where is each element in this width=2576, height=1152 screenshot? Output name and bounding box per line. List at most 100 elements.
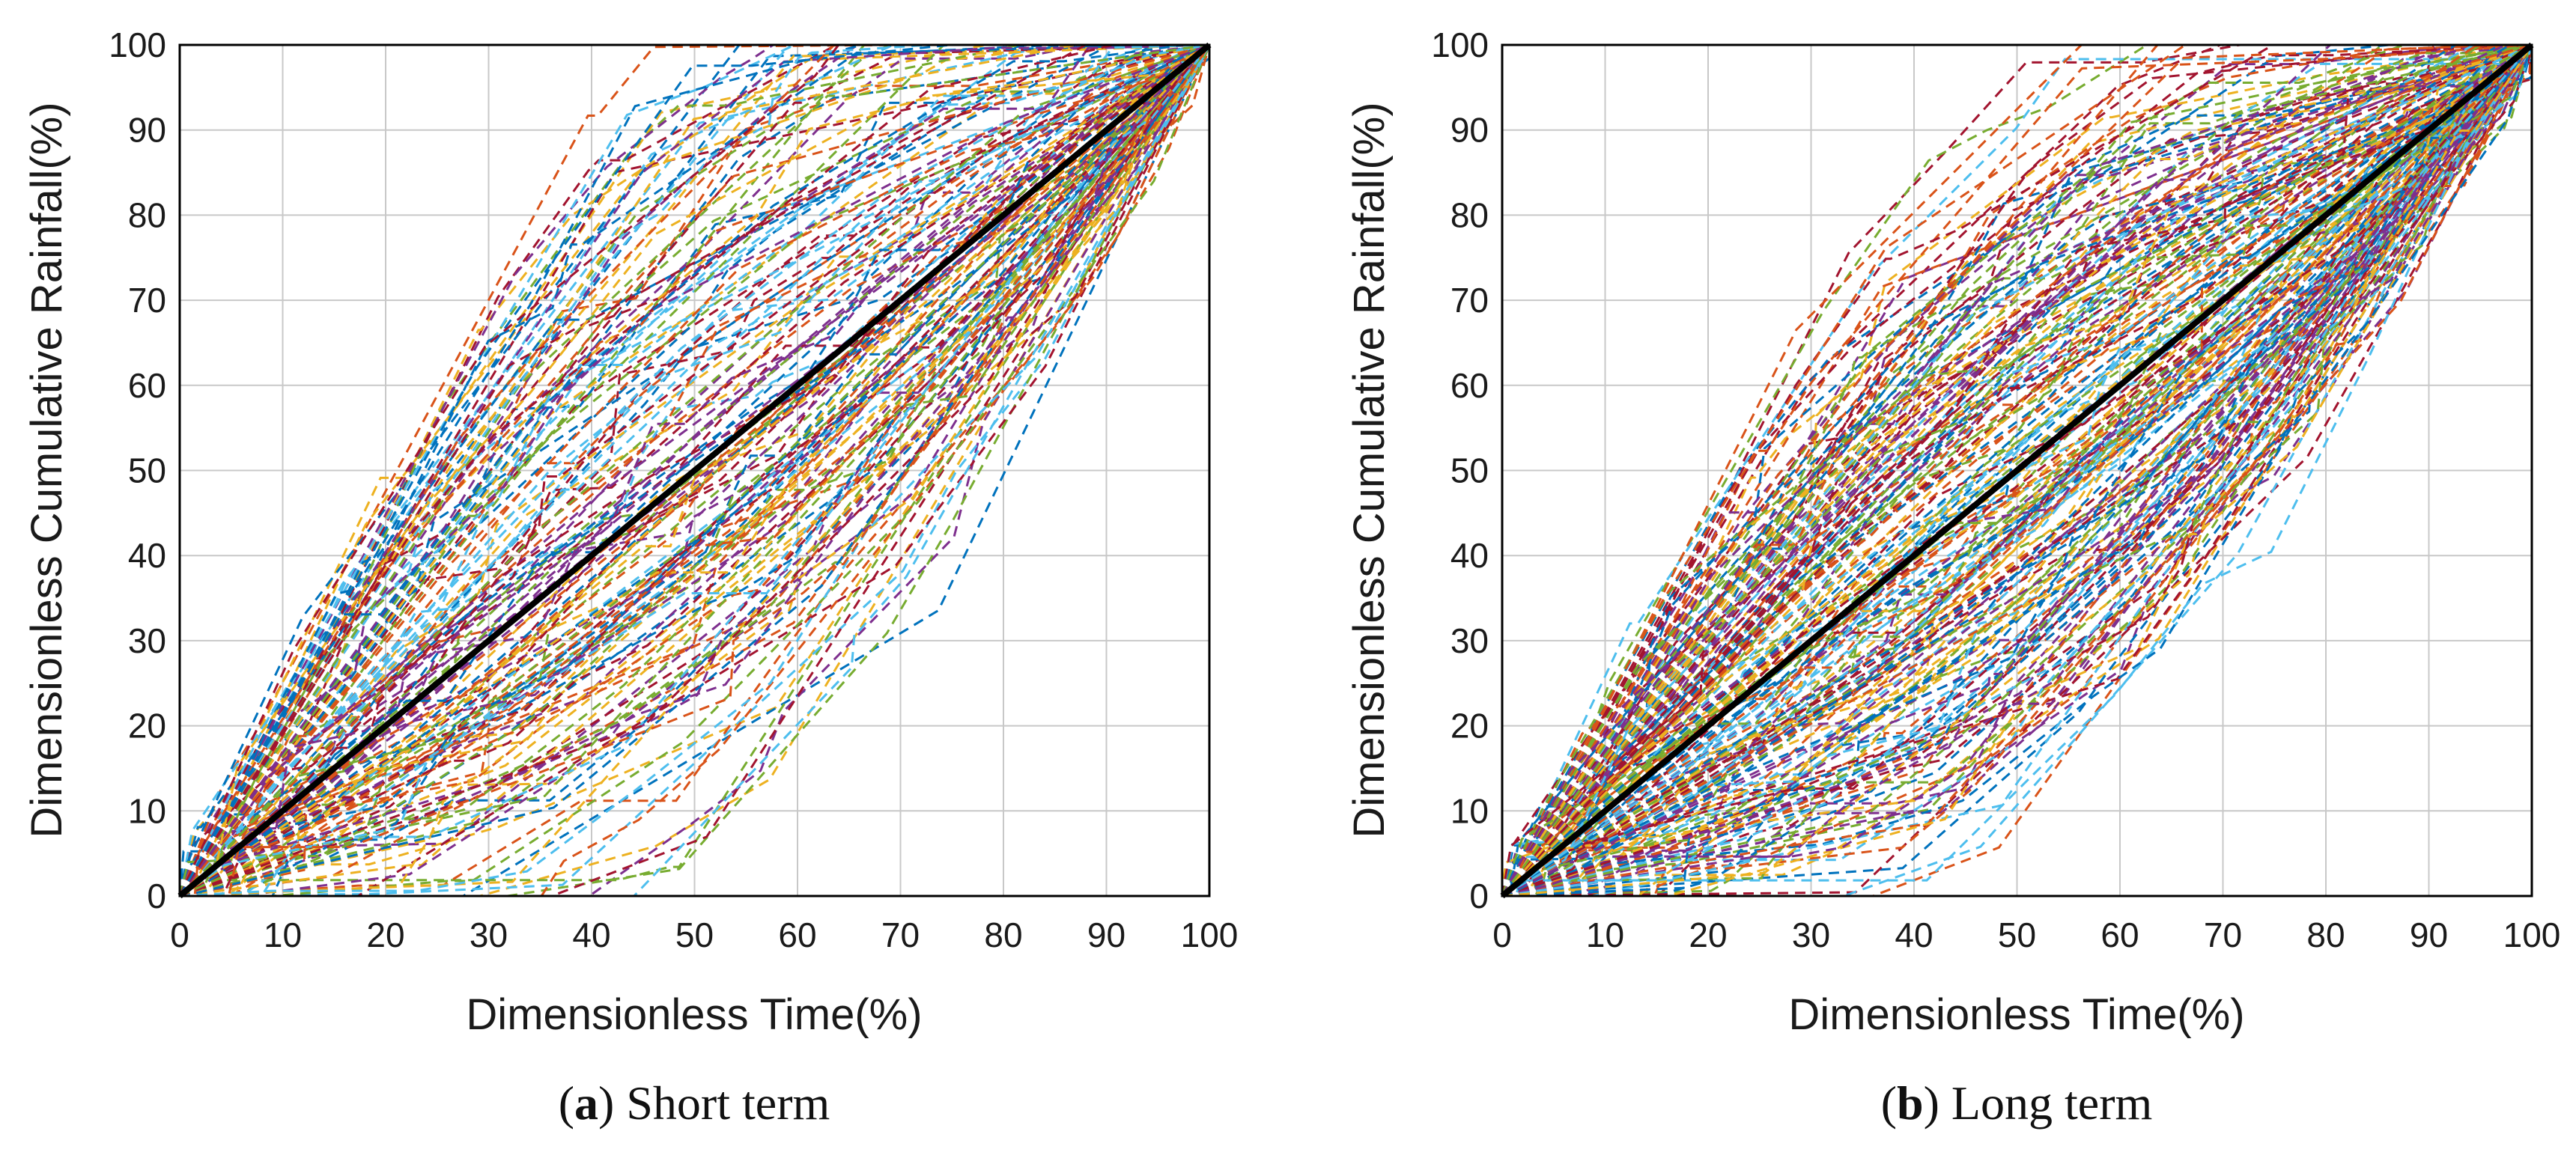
rainfall-curve <box>180 45 1209 896</box>
rainfall-curve <box>1502 45 2532 896</box>
rainfall-curve <box>1502 45 2532 896</box>
rainfall-curve <box>1502 45 2532 896</box>
rainfall-curve <box>1502 45 2532 896</box>
rainfall-curve <box>1502 45 2532 896</box>
rainfall-curve <box>1502 45 2532 896</box>
rainfall-curve <box>1502 45 2532 896</box>
y-tick-label: 20 <box>128 707 166 746</box>
rainfall-curve <box>1502 45 2532 896</box>
rainfall-curve <box>180 45 1209 896</box>
rainfall-curve <box>1502 45 2532 896</box>
y-tick-label: 70 <box>128 281 166 320</box>
y-tick-label: 80 <box>128 195 166 234</box>
caption-b: (b) Long term <box>1881 1076 2153 1130</box>
rainfall-curve <box>1502 45 2532 896</box>
rainfall-curve <box>1502 45 2532 896</box>
rainfall-curve <box>1502 45 2532 896</box>
y-tick-label: 20 <box>1450 707 1489 746</box>
x-tick-label: 100 <box>2503 915 2561 954</box>
rainfall-curve <box>180 45 1209 896</box>
rainfall-curve <box>180 45 1209 896</box>
rainfall-curve <box>1502 45 2532 896</box>
rainfall-curve <box>180 45 1209 896</box>
x-tick-label: 30 <box>1792 915 1830 954</box>
rainfall-curve <box>1502 45 2532 896</box>
y-axis-label-b: Dimensionless Cumulative Rainfall(%) <box>1345 102 1394 838</box>
rainfall-curve <box>1502 45 2532 896</box>
rainfall-curve <box>180 45 1209 896</box>
rainfall-curve <box>180 45 1209 896</box>
rainfall-curve <box>180 45 1209 896</box>
rainfall-curve <box>1502 45 2532 896</box>
rainfall-curve <box>1502 45 2532 896</box>
y-tick-label: 100 <box>1431 25 1489 64</box>
rainfall-curve <box>1502 45 2532 896</box>
rainfall-curve <box>1502 45 2532 896</box>
rainfall-curve <box>180 45 1209 896</box>
rainfall-curve <box>1502 45 2532 896</box>
rainfall-curve <box>1502 45 2532 896</box>
rainfall-curve <box>1502 45 2532 896</box>
rainfall-curve <box>1502 45 2532 896</box>
rainfall-curve <box>180 45 1209 896</box>
y-tick-label: 60 <box>128 366 166 405</box>
rainfall-curve <box>1502 45 2532 896</box>
y-axis-label-a: Dimensionless Cumulative Rainfall(%) <box>22 102 71 838</box>
rainfall-curve <box>1502 45 2532 896</box>
rainfall-curve <box>180 45 1209 896</box>
rainfall-curve <box>1502 45 2532 896</box>
x-tick-label: 20 <box>366 915 404 954</box>
rainfall-curve <box>1502 45 2532 896</box>
caption-text-a: Short term <box>626 1076 830 1130</box>
rainfall-curve <box>1502 45 2532 896</box>
rainfall-curve <box>180 45 1209 896</box>
rainfall-curve <box>180 45 1209 896</box>
rainfall-curve <box>1502 45 2532 896</box>
rainfall-curve <box>180 45 1209 896</box>
rainfall-curve <box>1502 45 2532 896</box>
y-tick-label: 50 <box>128 451 166 490</box>
rainfall-curve <box>1502 45 2532 896</box>
rainfall-curve <box>180 45 1209 896</box>
reference-line-a <box>177 42 1212 899</box>
rainfall-curve <box>180 45 1209 896</box>
rainfall-curve <box>180 45 1209 896</box>
rainfall-curve <box>1502 45 2532 896</box>
rainfall-curve <box>180 45 1209 896</box>
y-tick-label: 70 <box>1450 281 1489 320</box>
rainfall-curve <box>180 45 1209 896</box>
x-tick-label: 90 <box>1087 915 1126 954</box>
rainfall-curve <box>180 45 1209 896</box>
rainfall-curve <box>1502 45 2532 896</box>
rainfall-curve <box>1502 45 2532 896</box>
rainfall-curve <box>180 45 1209 896</box>
rainfall-curve <box>1502 45 2532 896</box>
x-tick-label: 40 <box>572 915 610 954</box>
x-tick-label: 0 <box>1492 915 1512 954</box>
x-tick-label: 10 <box>1586 915 1624 954</box>
rainfall-curve <box>180 45 1209 896</box>
rainfall-curve <box>1502 45 2532 896</box>
curves-a <box>180 45 1209 896</box>
x-axis-label-b: Dimensionless Time(%) <box>1788 990 2244 1039</box>
rainfall-curve <box>180 45 1209 896</box>
rainfall-curve <box>180 45 1209 896</box>
rainfall-curve <box>1502 45 2532 896</box>
rainfall-curve <box>180 45 1209 896</box>
rainfall-curve <box>180 45 1209 896</box>
rainfall-curve <box>1502 45 2532 896</box>
y-tick-label: 0 <box>147 877 166 915</box>
rainfall-curve <box>180 45 1209 896</box>
rainfall-curve <box>1502 45 2532 896</box>
rainfall-curve <box>1502 45 2532 896</box>
rainfall-curve <box>180 45 1209 896</box>
rainfall-curve <box>1502 45 2532 896</box>
y-tick-label: 50 <box>1450 451 1489 490</box>
rainfall-curve <box>1502 45 2532 896</box>
rainfall-curve <box>1502 45 2532 896</box>
rainfall-curve <box>180 45 1209 896</box>
rainfall-curve <box>180 45 1209 896</box>
rainfall-curve <box>180 45 1209 896</box>
rainfall-curve <box>180 45 1209 896</box>
x-tick-label: 10 <box>264 915 302 954</box>
